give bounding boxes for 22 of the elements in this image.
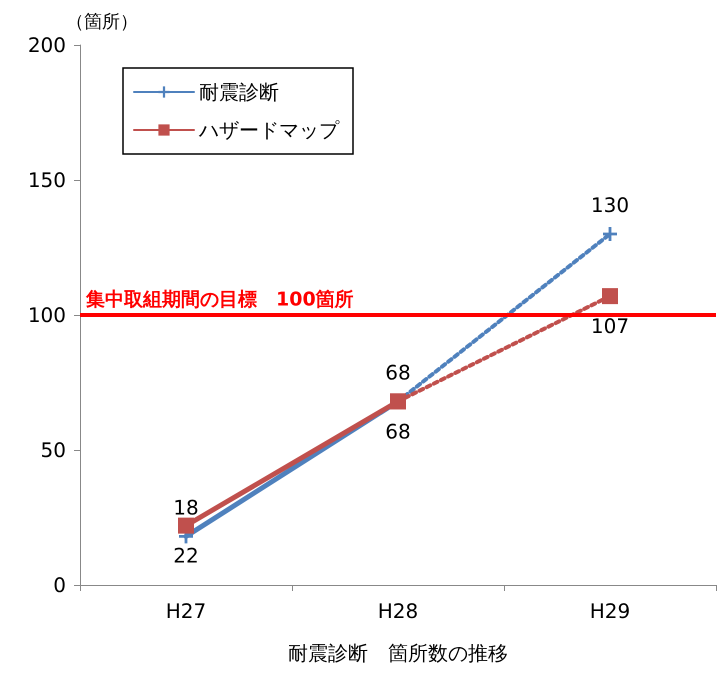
y-tick-label: 0 <box>53 573 66 597</box>
y-tick-label: 100 <box>28 303 66 327</box>
y-tick-label: 50 <box>40 438 66 462</box>
point <box>603 227 617 241</box>
y-axis-title: （箇所） <box>66 12 138 32</box>
data-label: 68 <box>385 419 411 444</box>
y-tick-label: 200 <box>28 33 66 57</box>
point <box>178 518 194 534</box>
data-label: 107 <box>590 314 630 338</box>
x-tick-label: H27 <box>166 599 206 623</box>
legend-label: 耐震診断 <box>199 80 279 104</box>
data-label: 18 <box>173 495 199 520</box>
point <box>602 288 618 304</box>
y-tick-label: 150 <box>28 168 66 192</box>
x-tick-label: H28 <box>378 599 418 623</box>
legend-label: ハザードマップ <box>198 118 340 142</box>
data-label: 130 <box>590 193 630 217</box>
ref-line-label: 集中取組期間の目標 100箇所 <box>85 288 354 310</box>
data-label: 68 <box>385 360 411 384</box>
data-label: 22 <box>173 544 199 568</box>
x-axis-title: 耐震診断 箇所数の推移 <box>288 641 508 665</box>
x-tick-label: H29 <box>590 599 630 623</box>
